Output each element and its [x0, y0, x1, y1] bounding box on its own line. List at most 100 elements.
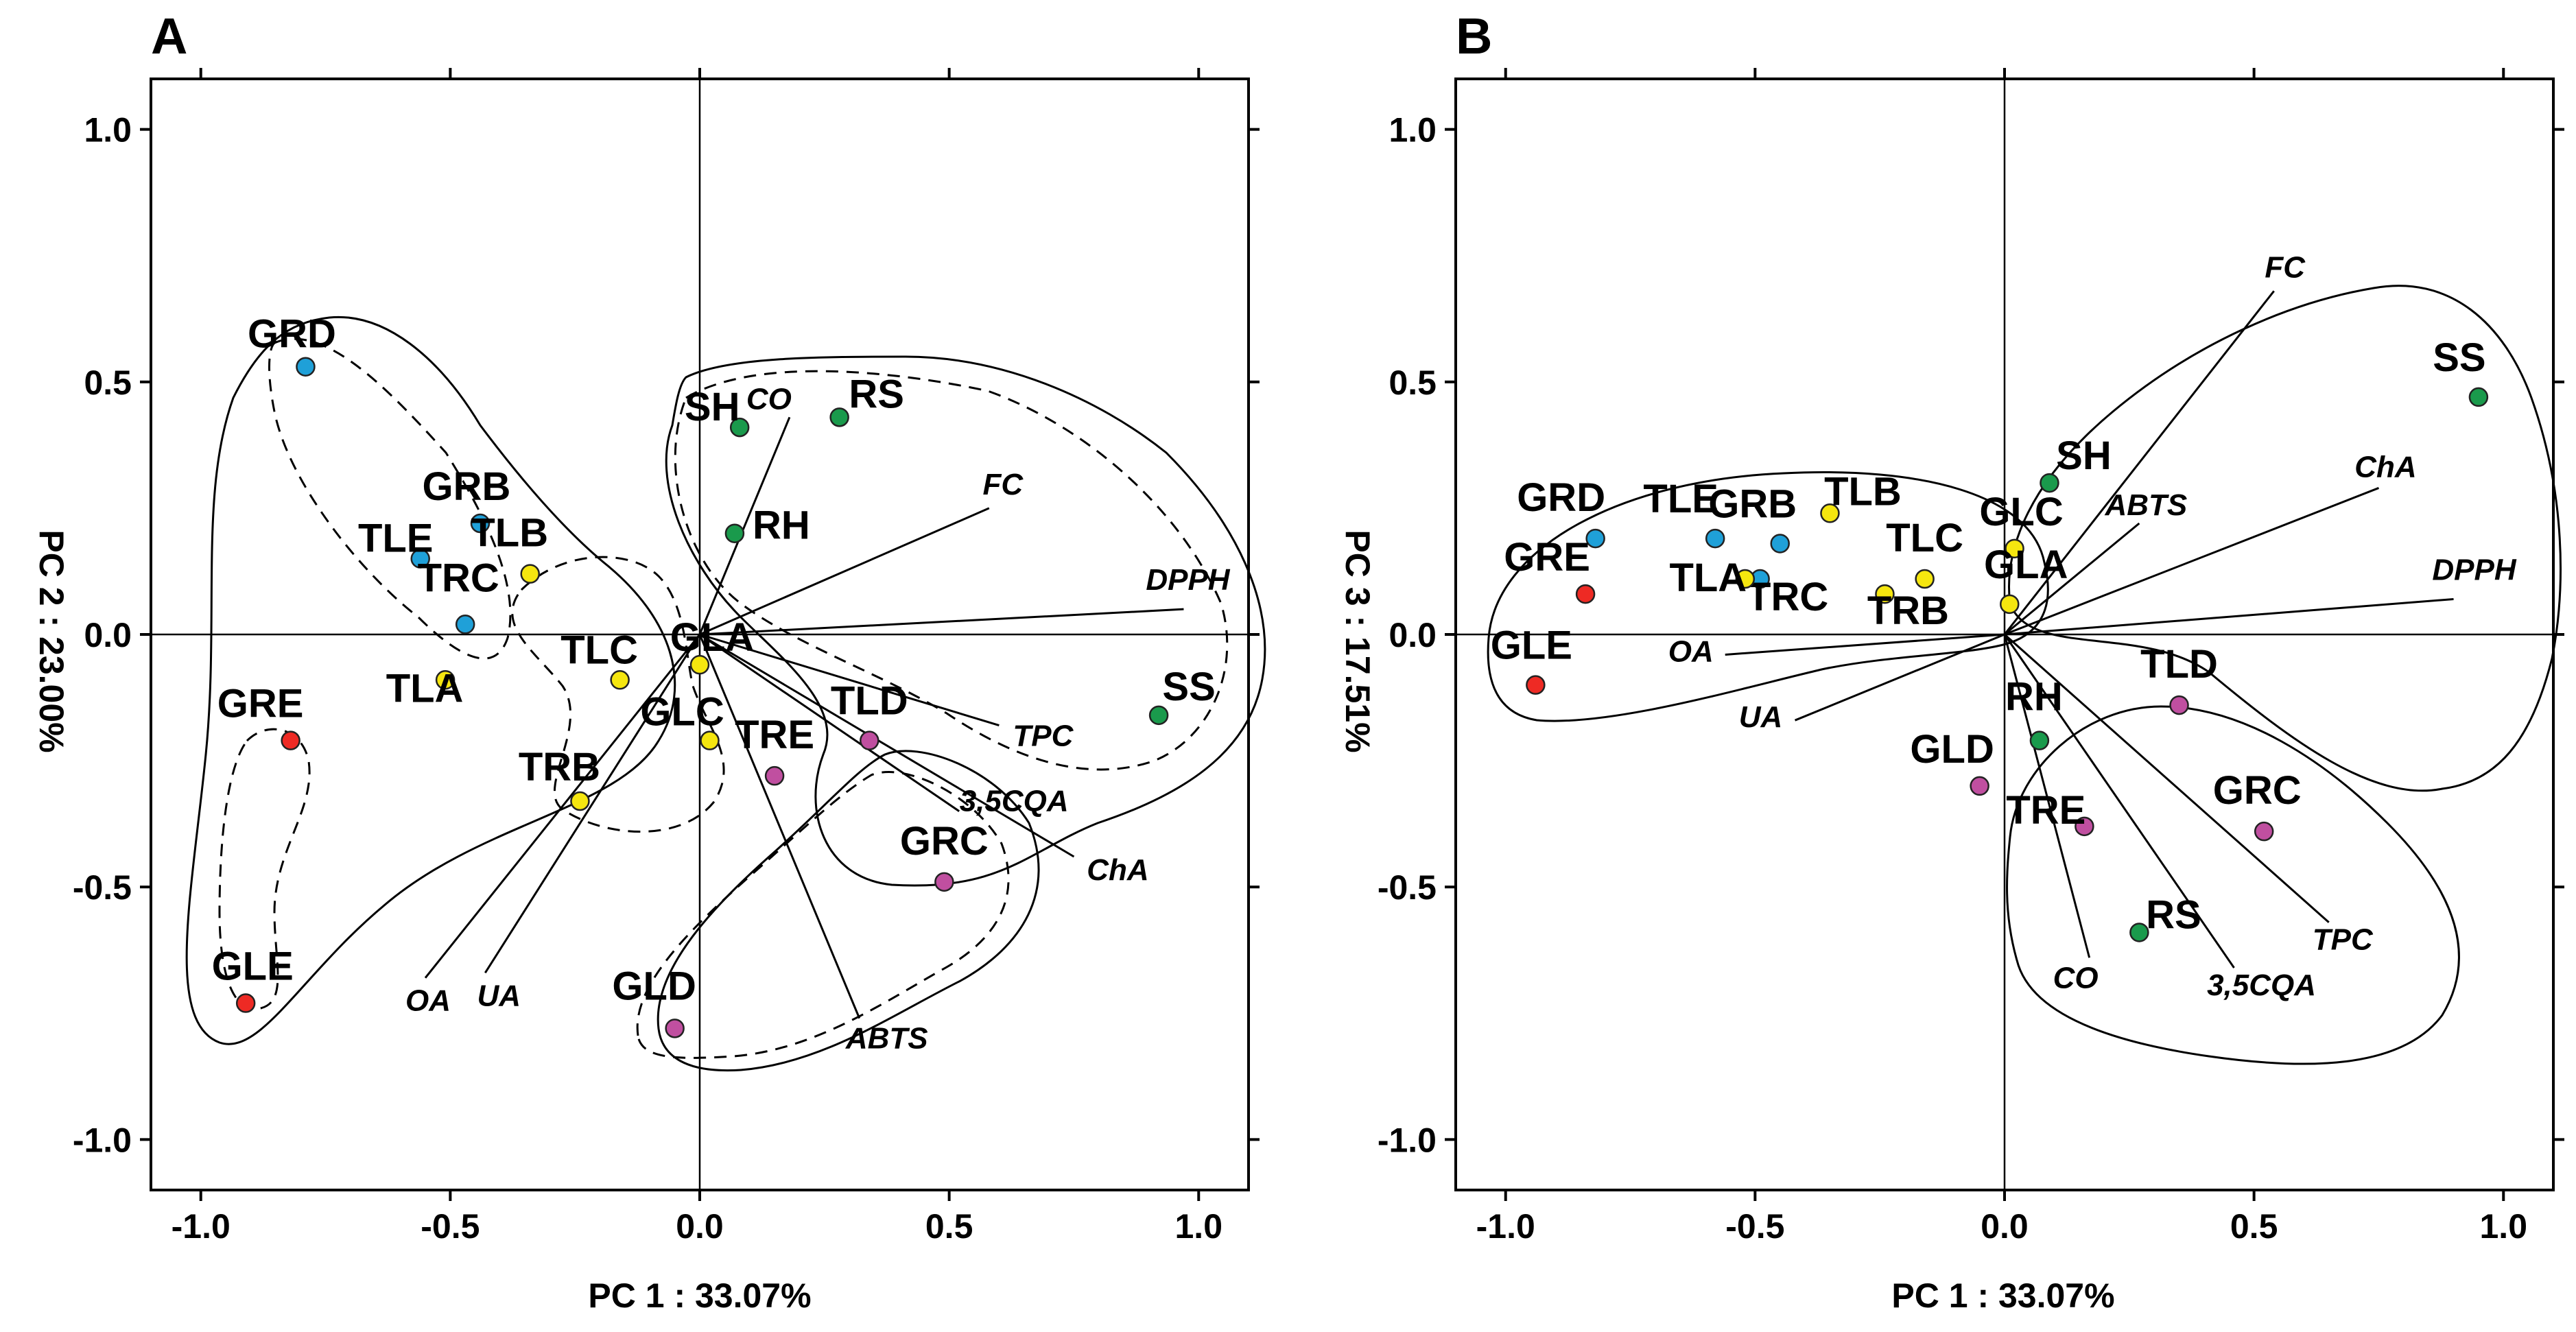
loading-vector-label: TPC: [2313, 923, 2374, 957]
y-tick-label: 0.5: [84, 364, 132, 402]
score-point: [1770, 534, 1790, 554]
score-point: [296, 357, 316, 377]
score-point-label: GRD: [1517, 475, 1605, 520]
score-point: [455, 615, 475, 634]
y-tick-label: 0.5: [1389, 364, 1437, 402]
loading-vector: [2003, 634, 2235, 968]
score-point-label: TLE: [1643, 477, 1718, 521]
score-point: [1820, 503, 1840, 523]
score-point: [2005, 538, 2024, 559]
score-point: [1915, 569, 1935, 589]
score-point: [281, 730, 300, 750]
score-point: [410, 549, 430, 569]
panel-a-outline-blue-red: [185, 316, 676, 1045]
score-point-label: TLB: [1824, 469, 1902, 514]
panel-a: A -1.0 -0.5 0.0 0.5 1.0 -1.0 -0.5 0.0 0.5 1.0 CO FC…: [32, 8, 1266, 1315]
loading-vector-label: ABTS: [2104, 488, 2187, 522]
x-tick-label: -1.0: [172, 1207, 231, 1246]
score-point: [235, 993, 256, 1013]
score-point: [860, 730, 879, 750]
score-point: [2169, 695, 2189, 715]
score-point: [570, 791, 590, 811]
score-point: [724, 523, 745, 543]
loading-vector: [698, 634, 861, 1019]
panel-b-outline-lower-right: [2006, 705, 2460, 1065]
score-point-label: GRE: [1504, 535, 1590, 580]
loading-vector: [2003, 634, 2091, 958]
score-point-label: RH: [753, 503, 810, 548]
score-point: [1575, 584, 1596, 604]
score-point-label: TLE: [358, 516, 434, 561]
score-point-label: SH: [2056, 433, 2112, 478]
score-point-label: RH: [2005, 675, 2063, 719]
score-point: [2075, 816, 2094, 837]
score-point-label: GLA: [670, 615, 754, 660]
score-point: [1526, 675, 1546, 695]
y-tick-label: 0.0: [84, 616, 132, 654]
x-tick-label: 1.0: [1175, 1207, 1223, 1246]
panel-b-label: B: [1456, 8, 1492, 64]
score-point-label: GLC: [1979, 490, 2063, 534]
score-point: [1735, 569, 1756, 589]
y-tick-label: 1.0: [1389, 111, 1437, 150]
loading-vector: [424, 634, 701, 979]
score-point-label: GRD: [248, 312, 336, 357]
panel-a-outline-yellow: [511, 556, 725, 833]
score-point: [470, 513, 491, 534]
loading-vector-label: UA: [477, 979, 521, 1012]
panel-a-outline-magenta: [657, 750, 1040, 1072]
panel-b-outline-upper-right: [2008, 285, 2562, 792]
score-point: [1705, 528, 1725, 549]
score-point-label: GLD: [1910, 727, 1994, 772]
x-tick-label: 0.0: [1981, 1207, 2029, 1246]
y-tick-label: -1.0: [73, 1121, 132, 1159]
score-point: [2468, 387, 2489, 407]
loading-vector-label: ABTS: [845, 1022, 928, 1056]
score-point-label: RS: [2146, 892, 2201, 937]
loading-vector-label: TPC: [1013, 719, 1074, 753]
loading-vector: [1725, 633, 2005, 656]
loading-vector: [2003, 290, 2275, 635]
panel-b-outline-left: [1487, 471, 2049, 722]
score-point-label: TLC: [1886, 516, 1963, 560]
score-point-label: GLE: [212, 944, 294, 989]
score-point-label: TRB: [1867, 588, 1949, 633]
score-point-label: GLE: [1491, 623, 1572, 668]
loading-vector-label: ChA: [1087, 853, 1148, 887]
loading-vector: [2004, 522, 2140, 636]
score-point-label: TRC: [418, 556, 499, 600]
loading-vector-label: OA: [1668, 634, 1714, 668]
panel-a-outline-green: [665, 355, 1266, 887]
loading-vector-label: OA: [405, 984, 451, 1018]
panel-a-xlabel: PC 1 : 33.07%: [588, 1276, 811, 1315]
x-tick-label: -0.5: [421, 1207, 480, 1246]
score-point-label: GRC: [2213, 768, 2302, 813]
score-point-label: TLC: [560, 628, 638, 672]
score-point: [610, 670, 630, 690]
loading-vector: [699, 633, 1075, 858]
x-tick-label: -0.5: [1725, 1207, 1784, 1246]
loading-vector-label: FC: [2265, 250, 2306, 284]
loading-vector: [698, 416, 791, 635]
score-point-label: GRE: [217, 682, 304, 726]
score-point: [729, 417, 750, 438]
loading-vector: [2004, 597, 2454, 636]
score-point-label: SS: [2433, 335, 2485, 380]
score-point-label: GRC: [900, 819, 989, 864]
score-point-label: TLD: [2140, 642, 2218, 687]
score-point-label: GRB: [1708, 481, 1797, 526]
score-point: [2129, 923, 2149, 942]
panel-a-plot: -1.0 -0.5 0.0 0.5 1.0 -1.0 -0.5 0.0 0.5 1.0 CO FC DP…: [73, 68, 1260, 1246]
score-point-label: TRC: [1747, 575, 1828, 619]
y-tick-label: 0.0: [1389, 616, 1437, 654]
panel-b-ylabel: PC 3 : 17.51%: [1338, 530, 1377, 752]
panel-b-xlabel: PC 1 : 33.07%: [1891, 1276, 2114, 1315]
score-point: [1585, 528, 1605, 549]
loading-vector: [699, 608, 1184, 636]
panel-a-cluster-outlines: [185, 316, 1266, 1072]
score-point: [700, 730, 720, 750]
x-tick-label: 0.5: [2230, 1207, 2278, 1246]
loading-vector-label: CO: [2053, 961, 2099, 995]
score-point: [435, 670, 456, 690]
